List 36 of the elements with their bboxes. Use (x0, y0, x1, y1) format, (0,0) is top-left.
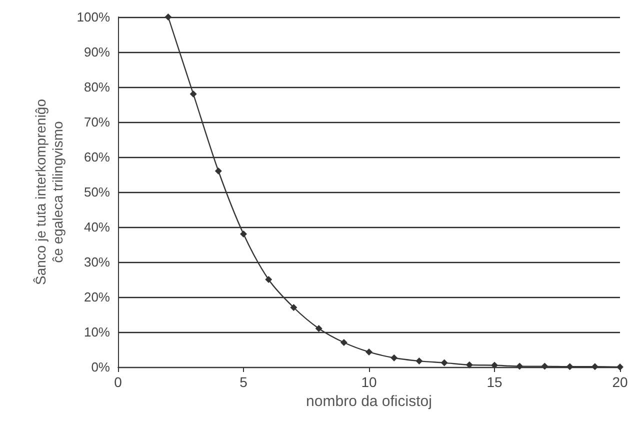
y-tick-label: 90% (84, 44, 110, 60)
point (190, 90, 197, 98)
point (214, 168, 222, 174)
y-tick-label: 50% (84, 184, 110, 200)
point (516, 362, 524, 370)
x-tick-label: 15 (486, 374, 502, 390)
point (591, 363, 598, 370)
y-tick-label: 60% (84, 150, 110, 164)
y-tick-label: 80% (84, 80, 110, 94)
x-tick-label: 5 (240, 374, 248, 390)
point (290, 304, 298, 311)
x-tick-label: 20 (612, 374, 628, 390)
y-axis-title: Ŝanco je tuta interkompreniĝo ĉe egaleca trilingvismo (32, 98, 66, 285)
x-axis-title: nombro da oficistoj (306, 392, 432, 410)
x-tick-label: 0 (114, 374, 122, 390)
point (566, 363, 574, 370)
y-tick-label: 70% (84, 114, 110, 130)
y-tick-label: 100% (76, 10, 110, 24)
y-tick-label: 0% (91, 360, 110, 374)
point (466, 361, 473, 368)
y-tick-label: 20% (84, 290, 110, 304)
y-tick-label: 40% (84, 220, 110, 234)
point (390, 354, 398, 362)
x-tick-label: 10 (361, 374, 377, 390)
point (240, 230, 247, 238)
point (265, 276, 272, 283)
point (541, 362, 548, 370)
y-tick-label: 30% (84, 254, 110, 270)
y-tick-label: 10% (84, 324, 110, 340)
point (366, 348, 372, 356)
point (440, 359, 448, 366)
point (315, 325, 322, 332)
point (416, 358, 423, 365)
point (340, 339, 348, 346)
point (491, 362, 498, 369)
point (164, 14, 172, 20)
